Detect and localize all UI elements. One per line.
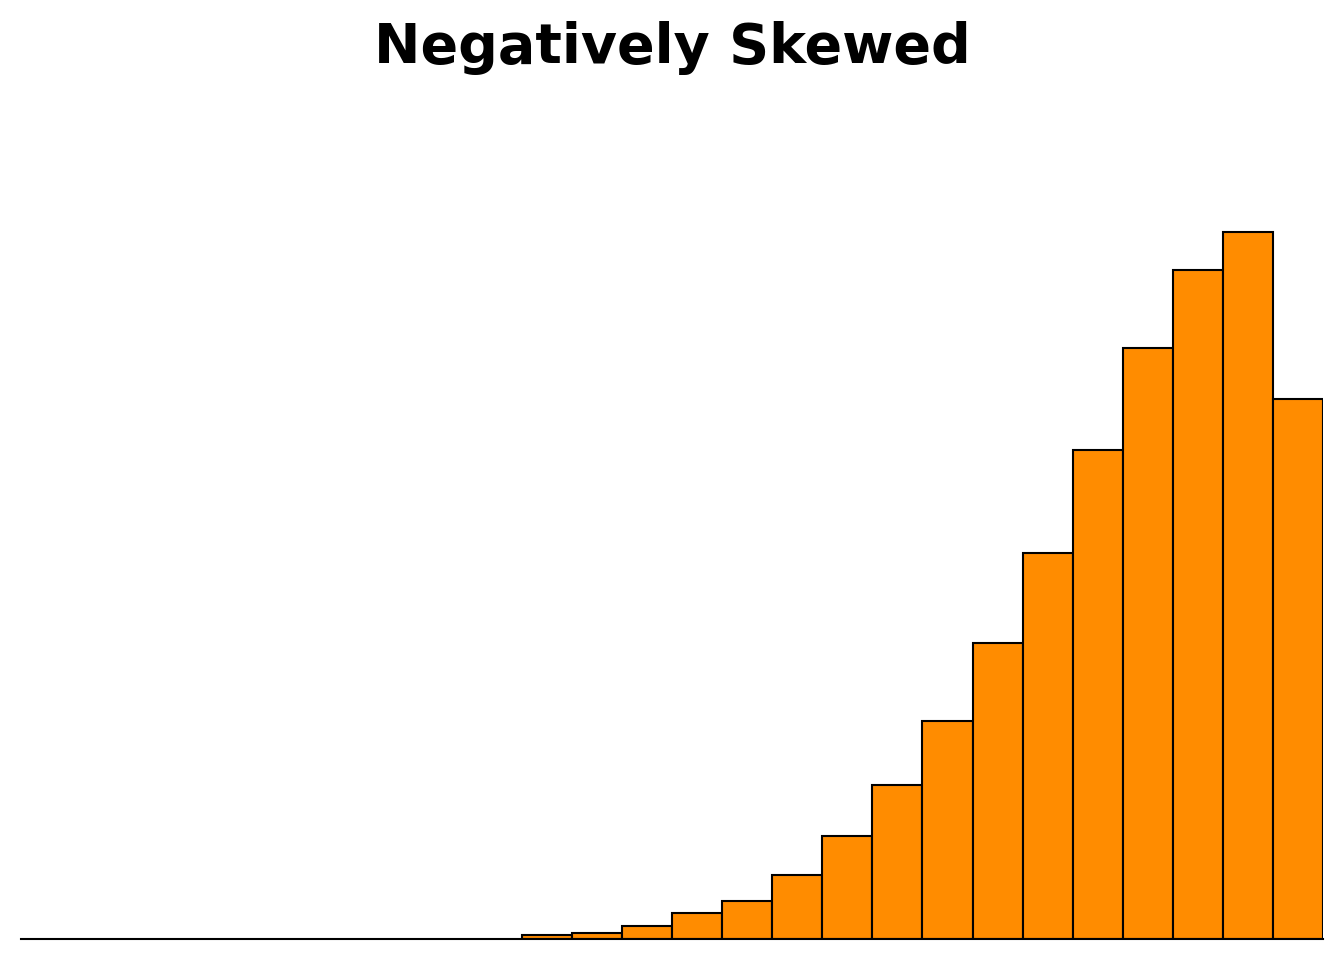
Bar xyxy=(973,643,1023,939)
Bar xyxy=(922,721,973,939)
Bar xyxy=(1122,348,1173,939)
Bar xyxy=(1273,399,1322,939)
Bar xyxy=(823,836,872,939)
Bar xyxy=(773,875,823,939)
Bar xyxy=(1173,271,1223,939)
Title: Negatively Skewed: Negatively Skewed xyxy=(374,21,970,75)
Bar xyxy=(622,926,672,939)
Bar xyxy=(722,900,773,939)
Bar xyxy=(571,933,622,939)
Bar xyxy=(1073,450,1122,939)
Bar xyxy=(521,935,571,939)
Bar xyxy=(1223,231,1273,939)
Bar xyxy=(672,914,722,939)
Bar xyxy=(1023,553,1073,939)
Bar xyxy=(872,785,922,939)
